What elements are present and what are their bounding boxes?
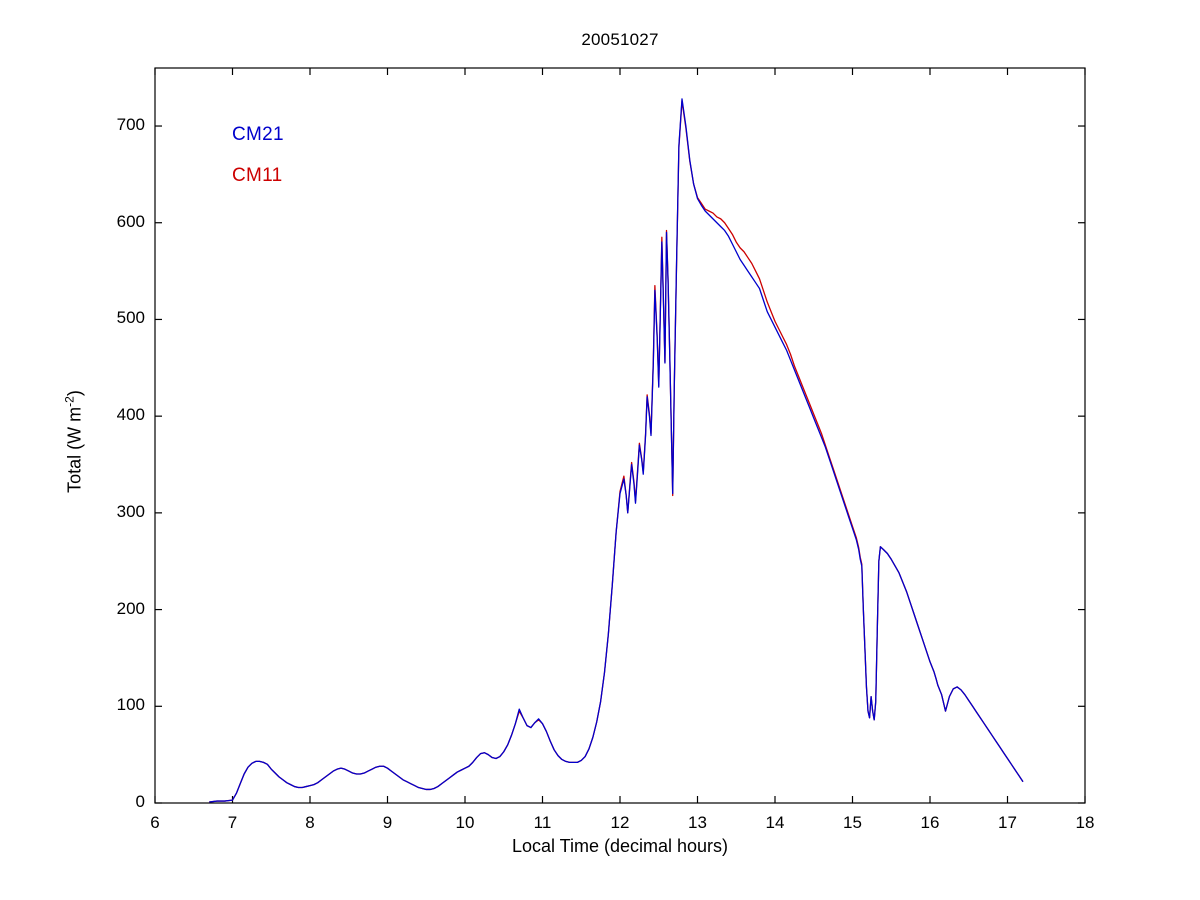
y-tick-label: 300 xyxy=(116,501,145,521)
axes-frame xyxy=(154,67,1086,804)
series-line-cm21 xyxy=(209,98,1024,803)
legend-entry-cm11: CM11 xyxy=(232,165,283,186)
x-tick-label: 9 xyxy=(382,813,393,832)
y-tick-label: 500 xyxy=(116,308,145,328)
y-axis-label-suffix: ) xyxy=(64,390,85,397)
data-series xyxy=(209,98,1024,803)
plot-border xyxy=(154,67,1086,804)
y-axis-label-exponent: -2 xyxy=(62,396,77,407)
x-tick-label: 8 xyxy=(305,813,315,832)
x-tick-label: 12 xyxy=(610,813,630,832)
y-tick-label: 100 xyxy=(116,695,145,715)
x-tick-label: 7 xyxy=(227,813,238,832)
x-tick-label: 17 xyxy=(998,813,1017,832)
y-axis-label-prefix: Total (W m xyxy=(64,406,85,493)
y-tick-label: 600 xyxy=(116,211,145,231)
x-axis-label: Local Time (decimal hours) xyxy=(511,836,729,856)
x-tick-label: 13 xyxy=(688,813,707,832)
x-tick-label: 10 xyxy=(455,813,475,832)
chart-title: 20051027 xyxy=(581,30,659,49)
axis-ticks xyxy=(154,68,1086,804)
y-tick-label: 0 xyxy=(135,792,145,811)
x-tick-label: 6 xyxy=(150,813,160,832)
y-axis-label: Total (W m-2) xyxy=(63,292,86,592)
x-tick-label: 16 xyxy=(920,813,940,832)
x-tick-label: 11 xyxy=(533,813,552,832)
series-line-cm11 xyxy=(209,100,1024,803)
x-tick-label: 18 xyxy=(1075,813,1095,832)
y-tick-label: 400 xyxy=(116,405,145,425)
x-tick-label: 14 xyxy=(765,813,785,832)
y-tick-label: 200 xyxy=(116,598,145,618)
x-tick-label: 15 xyxy=(843,813,862,832)
legend-entry-cm21: CM21 xyxy=(232,124,284,145)
y-tick-label: 700 xyxy=(116,115,145,135)
